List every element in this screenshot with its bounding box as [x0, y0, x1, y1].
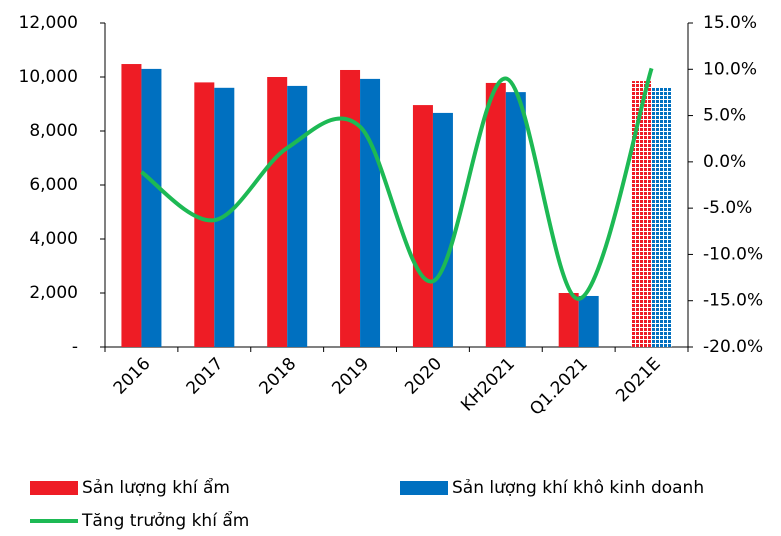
- y2-tick-label: -5.0%: [703, 198, 752, 218]
- bar: [360, 78, 381, 347]
- y-tick-label: 8,000: [29, 121, 78, 141]
- y2-tick-label: 10.0%: [703, 59, 757, 79]
- bar: [578, 295, 599, 347]
- bar: [631, 81, 652, 348]
- x-tick-label: KH2021: [457, 354, 519, 416]
- legend-swatch: [400, 481, 448, 495]
- y-tick-label: 12,000: [19, 13, 78, 33]
- y-tick-label: 4,000: [29, 229, 78, 249]
- y-tick-label: 6,000: [29, 175, 78, 195]
- bar: [287, 85, 308, 347]
- bar: [340, 69, 361, 347]
- bar: [432, 112, 453, 347]
- x-tick-label: 2020: [401, 354, 446, 399]
- y-tick-label: 2,000: [29, 283, 78, 303]
- x-tick-label: 2016: [110, 354, 155, 399]
- y2-tick-label: 0.0%: [703, 152, 746, 172]
- legend-label: Sản lượng khí ẩm: [82, 477, 230, 498]
- y2-tick-label: 5.0%: [703, 106, 746, 126]
- legend-label: Sản lượng khí khô kinh doanh: [452, 478, 704, 498]
- legend-swatch: [30, 481, 78, 495]
- y-tick-label: 10,000: [19, 67, 78, 87]
- bar: [267, 77, 288, 347]
- bar: [194, 82, 215, 348]
- y2-tick-label: -10.0%: [703, 244, 763, 264]
- x-tick-label: 2018: [256, 354, 301, 399]
- bar: [141, 68, 162, 348]
- line: [140, 67, 654, 301]
- y2-tick-label: -15.0%: [703, 291, 763, 311]
- x-tick-label: 2021E: [612, 354, 664, 406]
- x-tick-label: Q1.2021: [526, 354, 592, 420]
- bar: [558, 293, 579, 347]
- y2-tick-label: -20.0%: [703, 337, 763, 357]
- x-tick-label: 2019: [328, 354, 373, 399]
- y-tick-label: -: [72, 337, 78, 357]
- x-tick-label: 2017: [183, 354, 228, 399]
- bar: [505, 92, 526, 348]
- y2-tick-label: 15.0%: [703, 13, 757, 33]
- bar: [121, 64, 142, 347]
- bar: [412, 105, 433, 347]
- legend-label: Tăng trưởng khí ẩm: [81, 510, 249, 531]
- bar: [651, 87, 672, 348]
- bar: [485, 82, 506, 347]
